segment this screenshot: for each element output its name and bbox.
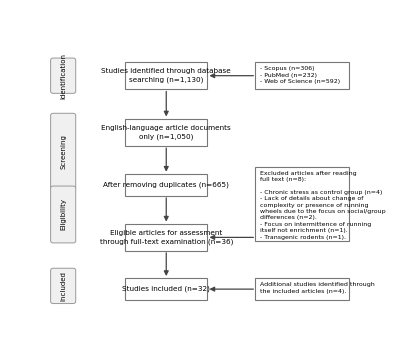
- FancyBboxPatch shape: [125, 224, 208, 251]
- Text: Excluded articles after reading
full text (n=8):

- Chronic stress as control gr: Excluded articles after reading full tex…: [260, 170, 386, 239]
- FancyBboxPatch shape: [125, 174, 208, 196]
- Text: - Scopus (n=306)
- PubMed (n=232)
- Web of Science (n=592): - Scopus (n=306) - PubMed (n=232) - Web …: [260, 66, 340, 84]
- FancyBboxPatch shape: [255, 62, 348, 89]
- Text: Included: Included: [60, 271, 66, 301]
- Text: Eligible articles for assessment
through full-text examination (n=36): Eligible articles for assessment through…: [100, 230, 233, 245]
- Text: Studies identified through database
searching (n=1,130): Studies identified through database sear…: [101, 69, 231, 83]
- Text: After removing duplicates (n=665): After removing duplicates (n=665): [103, 182, 229, 188]
- FancyBboxPatch shape: [255, 278, 348, 300]
- Text: Screening: Screening: [60, 134, 66, 169]
- FancyBboxPatch shape: [51, 186, 76, 243]
- Text: Studies included (n=32): Studies included (n=32): [122, 286, 210, 292]
- FancyBboxPatch shape: [51, 268, 76, 303]
- FancyBboxPatch shape: [255, 167, 348, 241]
- FancyBboxPatch shape: [125, 119, 208, 146]
- Text: Eligibility: Eligibility: [60, 198, 66, 231]
- Text: Identification: Identification: [60, 53, 66, 99]
- FancyBboxPatch shape: [51, 113, 76, 189]
- Text: Additional studies identified through
the included articles (n=4).: Additional studies identified through th…: [260, 282, 375, 294]
- Text: English-language article documents
only (n=1,050): English-language article documents only …: [101, 125, 231, 140]
- FancyBboxPatch shape: [125, 278, 208, 300]
- FancyBboxPatch shape: [51, 58, 76, 93]
- FancyBboxPatch shape: [125, 62, 208, 89]
